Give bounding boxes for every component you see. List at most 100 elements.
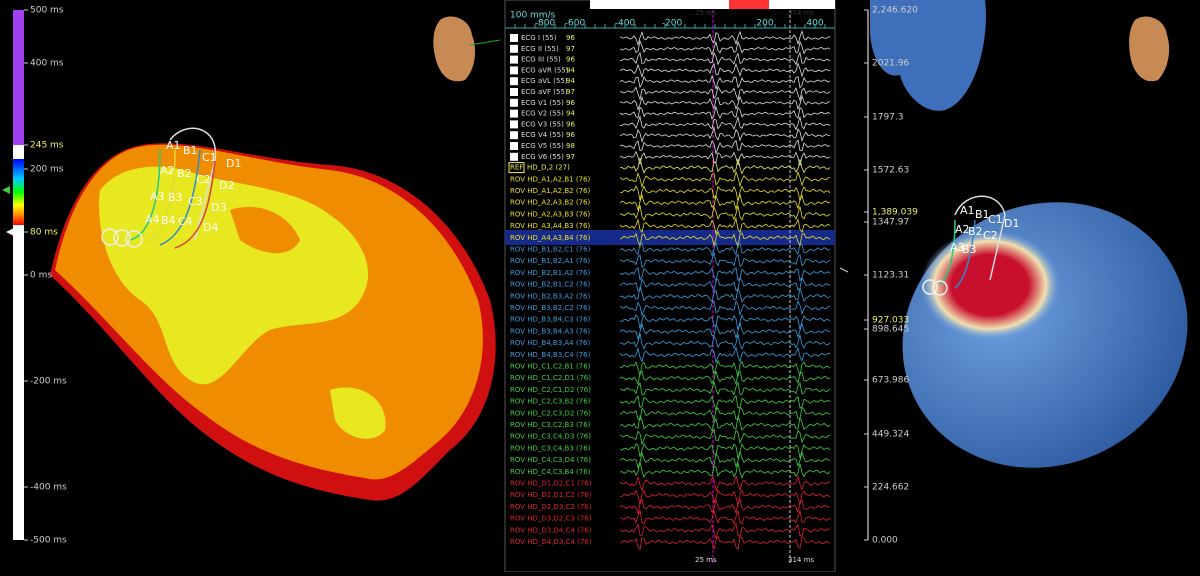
trace xyxy=(619,39,831,56)
footer-label: 25 ms xyxy=(695,556,717,564)
trace xyxy=(619,321,831,341)
checkbox[interactable] xyxy=(510,98,518,107)
scale-label: 200 ms xyxy=(30,165,64,175)
channel-name: ECG V1 (55) xyxy=(521,99,564,107)
channel-score: 94 xyxy=(566,110,575,118)
footer-label: 314 ms xyxy=(788,556,814,564)
checkbox[interactable] xyxy=(510,77,518,86)
trace xyxy=(619,74,831,90)
trace xyxy=(619,394,831,412)
channel-name: ROV HD_B2,B1,C2 (76) xyxy=(510,281,591,289)
checkbox[interactable] xyxy=(510,142,518,150)
channel-score: 97 xyxy=(566,45,575,53)
trace xyxy=(619,157,831,175)
channel-name: ROV HD_B4,B3,A4 (76) xyxy=(510,339,590,347)
trace xyxy=(619,139,831,156)
speed: 100 mm/s xyxy=(510,11,556,21)
checkbox[interactable] xyxy=(510,131,518,140)
electrode-label: B4 xyxy=(161,214,176,227)
trace xyxy=(619,114,831,131)
time-tick: 400 xyxy=(806,19,823,29)
checkbox[interactable] xyxy=(510,120,518,129)
time-tick: -400 xyxy=(615,19,636,29)
checkbox[interactable] xyxy=(510,44,518,53)
channel-name: ROV HD_C3,C4,D3 (76) xyxy=(510,433,591,441)
left-map xyxy=(2,10,501,540)
electrode-label: A3 xyxy=(950,241,965,254)
trace xyxy=(619,286,831,303)
channel-name: ROV HD_B1,B2,C1 (76) xyxy=(510,246,591,254)
electrode-label: B3 xyxy=(168,191,183,204)
map-yellow xyxy=(99,166,369,385)
trace xyxy=(619,51,831,66)
scale-label: 1123.31 xyxy=(872,271,909,281)
marker-label: 25 ms xyxy=(695,9,717,17)
trace xyxy=(619,442,831,459)
trace xyxy=(619,170,831,189)
scale-label: -400 ms xyxy=(30,483,67,493)
scale-label: 898.645 xyxy=(872,325,909,335)
scale-label: 500 ms xyxy=(30,6,64,16)
trace xyxy=(619,414,831,432)
trace xyxy=(619,359,831,377)
channel-name: ECG V6 (55) xyxy=(521,153,564,161)
channel-score: 94 xyxy=(566,77,575,85)
checkbox[interactable] xyxy=(510,55,518,64)
channel-name: ROV HD_C4,C3,B4 (76) xyxy=(510,468,591,476)
channel-name: ROV HD_B2,B1,A2 (76) xyxy=(510,269,590,277)
electrode-label: A2 xyxy=(955,223,970,236)
checkbox[interactable] xyxy=(510,109,518,118)
scale-label: 927.033 xyxy=(872,316,909,326)
ref-box xyxy=(508,162,525,174)
channel-score: 96 xyxy=(566,56,575,64)
map-yellow xyxy=(330,387,386,439)
electrode-label: B2 xyxy=(177,167,192,180)
channel-name: ROV HD_B3,B2,C2 (76) xyxy=(510,304,591,312)
marker xyxy=(839,267,849,273)
electrode-label: D1 xyxy=(226,157,241,170)
electrode-label: A2 xyxy=(160,164,175,177)
scale-label: 0.000 xyxy=(872,536,898,546)
channel-name: ECG aVF (55) xyxy=(521,88,568,96)
channel-name: ROV HD_D4,D3,C4 (76) xyxy=(510,538,592,546)
channel-name: ROV HD_A2,A3,B2 (76) xyxy=(510,199,590,207)
trace xyxy=(619,509,831,525)
channel-name: ROV HD_C4,C3,D4 (76) xyxy=(510,456,591,464)
trace xyxy=(619,474,831,492)
trace xyxy=(619,428,831,446)
time-tick: -200 xyxy=(662,19,683,29)
electrode-label: A3 xyxy=(150,190,165,203)
electrode-label: B2 xyxy=(968,225,983,238)
checkbox[interactable] xyxy=(510,88,518,96)
channel-name: ROV HD_B4,B3,C4 (76) xyxy=(510,351,591,359)
checkbox[interactable] xyxy=(510,34,518,42)
channel-score: 96 xyxy=(566,34,575,42)
marker-label: 314 ms xyxy=(788,9,814,17)
trace xyxy=(619,251,831,268)
colorbar-gap xyxy=(13,145,24,159)
scale-label: -500 ms xyxy=(30,536,67,546)
checkbox[interactable] xyxy=(510,66,518,75)
electrode-label: D1 xyxy=(1004,217,1019,230)
scale-label: 1572.63 xyxy=(872,166,909,176)
electrode-label: C1 xyxy=(988,213,1003,226)
catheter xyxy=(101,127,217,249)
electrode-label: A4 xyxy=(145,213,160,226)
electrode-label: C4 xyxy=(178,215,193,228)
scale-label: 245 ms xyxy=(30,141,64,151)
channel-name: ECG aVL (55) xyxy=(521,77,568,85)
electrode-label: A1 xyxy=(960,204,975,217)
electrode-label: C2 xyxy=(196,173,211,186)
trace xyxy=(619,94,831,111)
trace xyxy=(619,370,831,386)
trace xyxy=(619,85,831,102)
checkbox[interactable] xyxy=(510,152,518,161)
electrode-label: B3 xyxy=(962,243,977,256)
right-map xyxy=(839,0,1188,540)
channel-name: ROV HD_A3,A4,B3 (76) xyxy=(510,222,590,230)
trace xyxy=(619,406,831,422)
trace xyxy=(619,193,831,212)
channel-score: 96 xyxy=(566,131,575,139)
scale-label: -200 ms xyxy=(30,377,67,387)
trace xyxy=(619,461,831,479)
